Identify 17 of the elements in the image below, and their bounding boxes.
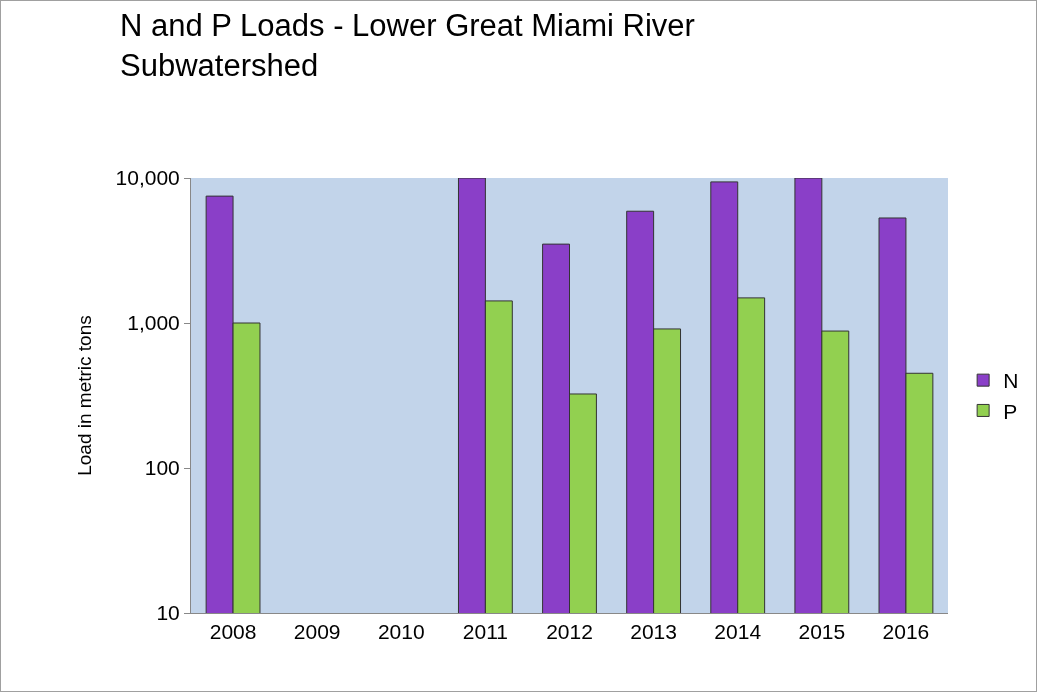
y-axis-title: Load in metric tons xyxy=(74,315,96,476)
y-tick-label: 10 xyxy=(156,601,180,625)
legend-label: P xyxy=(1003,399,1018,423)
x-tick-label: 2014 xyxy=(714,620,762,644)
x-tick-label: 2012 xyxy=(546,620,593,644)
chart-title: N and P Loads - Lower Great Miami River Subwatershed xyxy=(120,7,695,83)
x-tick-label: 2011 xyxy=(462,620,508,644)
x-tick-label: 2013 xyxy=(630,620,677,644)
x-tick-label: 2009 xyxy=(293,620,341,644)
legend-label: N xyxy=(1003,369,1019,393)
x-tick-label: 2016 xyxy=(882,620,930,644)
x-tick-label: 2015 xyxy=(798,620,846,644)
x-tick-label: 2008 xyxy=(209,620,257,644)
y-tick-label: 10,000 xyxy=(115,166,180,190)
y-tick-label: 100 xyxy=(144,456,180,480)
y-tick-label: 1,000 xyxy=(127,311,180,335)
x-tick-label: 2010 xyxy=(377,620,425,644)
